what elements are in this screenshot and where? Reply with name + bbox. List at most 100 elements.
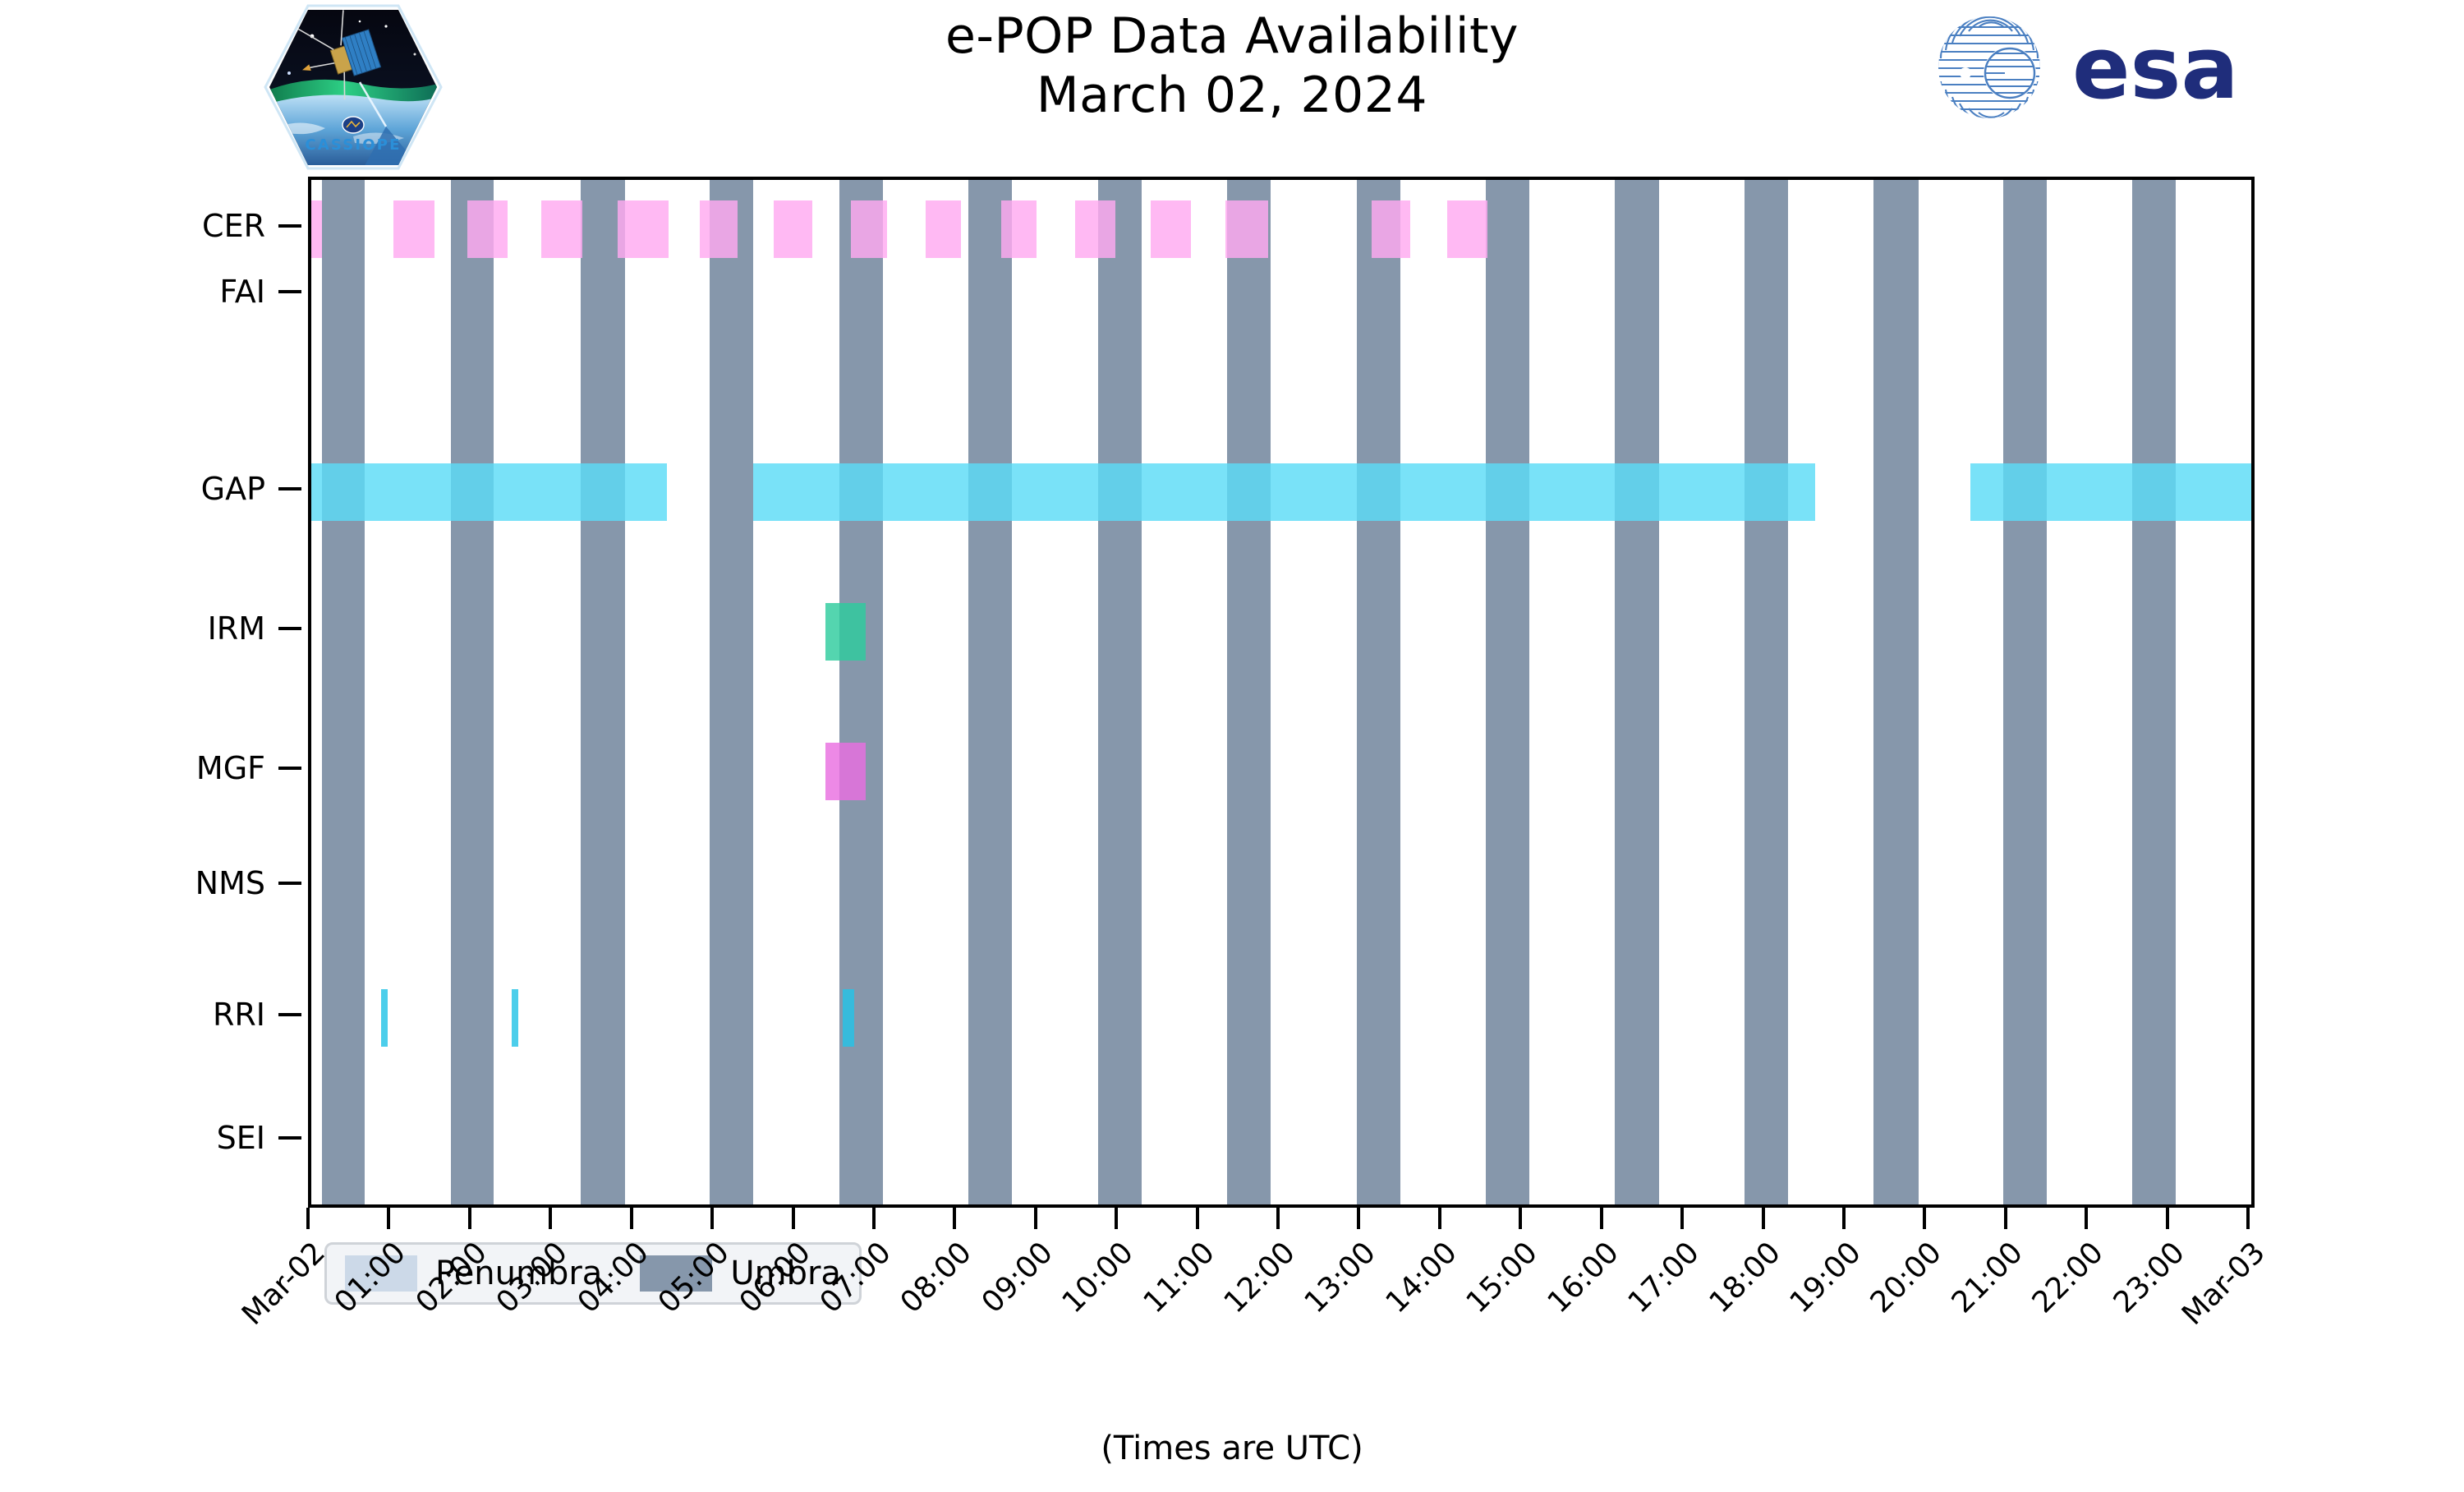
x-tick-mark xyxy=(1841,1208,1846,1229)
y-tick-mark xyxy=(278,882,301,885)
y-tick-mark xyxy=(278,627,301,630)
data-bar-irm xyxy=(825,603,867,661)
umbra-band xyxy=(1615,180,1659,1204)
page-header: CASSIOPE e-POP Data Availability March 0… xyxy=(0,0,2464,177)
umbra-band xyxy=(2002,180,2047,1204)
data-bar-cer xyxy=(925,200,962,258)
data-bar-mgf xyxy=(825,743,867,800)
umbra-band xyxy=(1097,180,1142,1204)
cassiope-logo-svg: CASSIOPE xyxy=(264,4,443,170)
x-tick-mark xyxy=(2085,1208,2089,1229)
y-axis: CER FAI GAP IRM MGF NMS RRI SEI xyxy=(0,177,308,1208)
legend-label-penumbra: Penumbra xyxy=(435,1255,603,1292)
data-bar-cer xyxy=(467,200,508,258)
data-bar-cer xyxy=(1372,200,1411,258)
data-bar-rri xyxy=(512,989,519,1047)
data-bar-cer xyxy=(1075,200,1116,258)
page-title: e-POP Data Availability March 02, 2024 xyxy=(575,7,1889,125)
data-bar-cer xyxy=(700,200,738,258)
umbra-band xyxy=(321,180,365,1204)
x-tick-mark xyxy=(2246,1208,2250,1229)
x-tick-mark xyxy=(306,1208,310,1229)
x-tick-mark xyxy=(710,1208,715,1229)
umbra-band xyxy=(451,180,494,1204)
y-tick-label-cer: CER xyxy=(202,208,265,244)
title-line-1: e-POP Data Availability xyxy=(945,7,1519,65)
data-bar-cer xyxy=(1225,200,1269,258)
x-tick-mark xyxy=(2003,1208,2007,1229)
y-tick-label-sei: SEI xyxy=(216,1120,265,1156)
data-bar-cer xyxy=(617,200,669,258)
y-tick-mark xyxy=(278,1136,301,1140)
x-tick-mark xyxy=(549,1208,553,1229)
legend-entry-penumbra: Penumbra xyxy=(345,1255,602,1292)
x-tick-mark xyxy=(1437,1208,1441,1229)
y-tick-label-nms: NMS xyxy=(195,865,265,901)
x-tick-mark xyxy=(791,1208,795,1229)
x-tick-mark xyxy=(1519,1208,1523,1229)
esa-wordmark: esa xyxy=(2072,18,2239,118)
x-tick-mark xyxy=(1761,1208,1765,1229)
data-bar-rri xyxy=(842,989,855,1047)
x-tick-mark xyxy=(2165,1208,2169,1229)
data-bar-cer xyxy=(851,200,887,258)
legend-swatch-penumbra xyxy=(345,1255,417,1292)
y-tick-mark xyxy=(278,1013,301,1016)
legend-entry-umbra: Umbra xyxy=(640,1255,841,1292)
umbra-band xyxy=(1356,180,1400,1204)
data-bar-rri xyxy=(380,989,388,1047)
legend: Penumbra Umbra xyxy=(324,1242,862,1305)
umbra-band xyxy=(968,180,1013,1204)
y-tick-label-irm: IRM xyxy=(207,610,265,647)
y-tick-mark xyxy=(278,487,301,490)
data-bar-gap xyxy=(311,463,668,521)
title-line-2: March 02, 2024 xyxy=(1036,67,1428,124)
data-bar-cer xyxy=(393,200,434,258)
y-tick-label-fai: FAI xyxy=(219,274,265,310)
x-tick-mark xyxy=(387,1208,391,1229)
data-bar-cer xyxy=(1001,200,1037,258)
y-tick-label-gap: GAP xyxy=(200,471,265,507)
legend-swatch-umbra xyxy=(640,1255,713,1292)
umbra-band xyxy=(1227,180,1271,1204)
umbra-band xyxy=(580,180,625,1204)
umbra-band xyxy=(839,180,883,1204)
legend-label-umbra: Umbra xyxy=(730,1255,841,1292)
data-bar-cer xyxy=(773,200,813,258)
x-tick-mark xyxy=(953,1208,957,1229)
x-axis: Mar-02 01:00 02:00 03:00 04:00 05:00 06:00 07:0… xyxy=(236,1208,2272,1479)
cassiope-wordmark: CASSIOPE xyxy=(305,136,401,154)
x-axis-caption: (Times are UTC) xyxy=(1101,1430,1363,1467)
data-bar-cer xyxy=(541,200,582,258)
y-tick-label-rri: RRI xyxy=(212,997,265,1033)
umbra-band xyxy=(1744,180,1789,1204)
x-tick-mark xyxy=(871,1208,876,1229)
x-tick-mark xyxy=(1599,1208,1603,1229)
x-tick-mark xyxy=(1033,1208,1037,1229)
plot-area xyxy=(308,177,2255,1208)
x-tick-mark xyxy=(1357,1208,1361,1229)
x-tick-mark xyxy=(1195,1208,1199,1229)
data-bar-cer xyxy=(311,200,322,258)
data-bar-cer xyxy=(1446,200,1487,258)
esa-logo: esa xyxy=(1934,12,2320,123)
esa-logo-svg: esa xyxy=(1938,16,2239,118)
y-tick-mark xyxy=(278,767,301,770)
x-tick-mark xyxy=(1115,1208,1119,1229)
umbra-band xyxy=(1485,180,1530,1204)
cassiope-logo: CASSIOPE xyxy=(263,3,444,172)
x-tick-mark xyxy=(1923,1208,1927,1229)
y-tick-mark xyxy=(278,224,301,228)
x-tick-mark xyxy=(467,1208,471,1229)
umbra-band xyxy=(1873,180,1919,1204)
data-bar-gap xyxy=(753,463,1815,521)
x-tick-mark xyxy=(629,1208,633,1229)
data-bar-cer xyxy=(1150,200,1191,258)
y-tick-label-mgf: MGF xyxy=(195,750,265,786)
x-tick-mark xyxy=(1276,1208,1280,1229)
y-tick-mark xyxy=(278,290,301,293)
plot-inner xyxy=(311,180,2251,1204)
data-bar-gap xyxy=(1970,463,2251,521)
umbra-band xyxy=(2132,180,2177,1204)
umbra-band xyxy=(710,180,754,1204)
